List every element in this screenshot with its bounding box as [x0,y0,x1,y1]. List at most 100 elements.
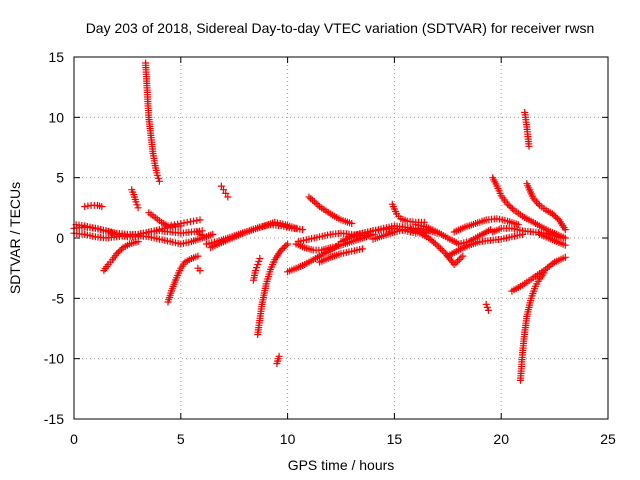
data-point-trail [190,253,200,262]
data-point-trail [303,244,315,253]
data-point-trail [307,195,322,209]
data-point-trail [553,254,567,265]
series-arc-22 [305,193,356,227]
series-arc-17 [254,240,292,338]
data-point-trail [512,208,524,219]
chart-title: Day 203 of 2018, Sidereal Day-to-day VTE… [86,20,595,36]
data-point [450,261,458,268]
data-point-trail [531,268,546,280]
data-point-trail [180,238,193,247]
data-point-trail [340,230,353,238]
data-point-trail [147,226,161,235]
data-point [132,198,140,206]
data-point-trail [258,282,270,306]
series-arc-11 [194,264,204,275]
x-axis-label: GPS time / hours [288,457,395,473]
series-arc-7 [142,59,163,185]
data-points [70,59,569,384]
data-point-trail [550,211,561,222]
data-point-trail [250,269,259,282]
data-point-trail [382,229,396,239]
data-point [561,241,569,249]
data-point-trail [340,248,353,257]
data-point-trail [284,222,298,232]
data-point-trail [490,176,500,188]
data-point-trail [280,223,293,232]
data-point-trail [178,260,188,270]
y-tick-label: -15 [44,411,64,427]
data-point-trail [499,194,510,206]
data-point [561,226,569,234]
data-point-trail [399,216,409,224]
data-point-trail [252,223,266,233]
data-point-trail [478,227,492,238]
data-point-trail [339,238,353,248]
data-point-trail [517,351,526,382]
series-arc-20 [292,230,377,254]
data-point-trail [361,231,375,241]
data-point-trail [524,182,536,200]
data-point-trail [452,254,465,267]
data-point [113,250,121,258]
series-arc-16 [249,255,264,284]
data-point-trail [254,303,266,336]
series-arc-38 [523,180,569,234]
data-point-trail [105,233,118,242]
data-point-trail [329,230,342,238]
data-point-trail [180,228,193,237]
data-point-trail [101,263,111,273]
data-point [459,252,467,260]
data-point-trail [446,235,460,247]
data-point-trail [425,224,439,235]
data-point [98,203,106,211]
data-point-trail [145,116,155,137]
data-point-trail [382,223,396,232]
y-tick-label: -5 [52,290,65,306]
data-point-trail [133,201,141,209]
data-point-trail [73,230,86,238]
data-point-trail [538,231,550,241]
data-point-trail [152,164,161,177]
data-point-trail [75,221,86,229]
data-point [220,186,227,194]
data-point-trail [329,250,343,261]
data-point-trail [519,330,528,354]
data-point-trail [169,228,182,237]
data-point-trail [286,265,298,275]
data-point-trail [531,196,542,208]
series-arc-21 [294,229,366,246]
data-point-trail [297,236,310,245]
data-point-trail [205,238,218,247]
data-point-trail [467,233,482,244]
data-point-trail [147,233,161,243]
series-arc-31 [450,215,522,236]
data-point-trail [414,221,428,230]
data-point-trail [479,237,492,245]
data-point [256,255,264,262]
y-tick-label: 0 [56,230,64,246]
data-point-trail [544,208,554,217]
series-arc-15 [207,218,300,252]
data-point-trail [158,236,171,245]
data-point [504,200,512,208]
data-point-trail [393,226,406,235]
data-point-trail [521,315,530,334]
data-point [549,210,556,218]
data-point-trail [410,227,422,236]
data-point-trail [350,230,364,239]
data-point-trail [329,242,342,251]
data-point [196,267,204,275]
data-point [222,189,230,197]
data-point [224,193,232,201]
series-arc-36 [516,269,548,384]
data-point-trail [521,111,530,129]
tick-labels: 0 5 10 15 20 25 -15 -10 -5 0 5 10 15 [44,49,616,447]
data-point-trail [389,203,399,215]
data-point-trail [147,210,157,220]
data-point-trail [83,223,97,232]
data-point-trail [339,217,353,227]
x-tick-label: 0 [70,431,78,447]
data-point [153,171,161,179]
data-point [358,245,366,253]
